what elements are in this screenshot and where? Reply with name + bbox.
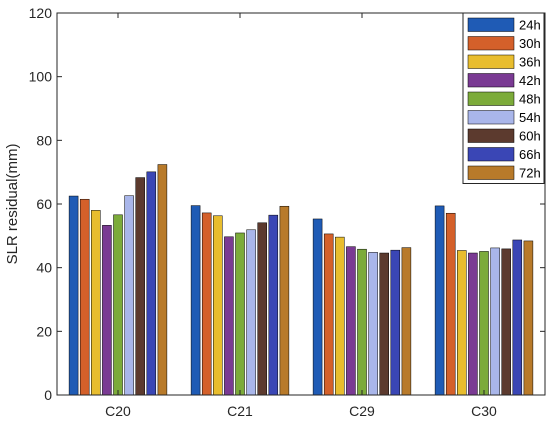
bar-C29-54h bbox=[368, 252, 378, 396]
y-axis-title: SLR residual(mm) bbox=[4, 144, 21, 265]
bar-C20-72h bbox=[157, 164, 168, 396]
x-tick-label: C21 bbox=[227, 403, 253, 419]
bar-C29-36h bbox=[335, 236, 345, 396]
y-tick-label: 60 bbox=[36, 196, 52, 212]
bar-C21-30h bbox=[201, 212, 212, 396]
bar-C30-48h bbox=[479, 251, 489, 396]
bar-C29-72h bbox=[401, 247, 412, 396]
bar-C21-54h bbox=[246, 229, 256, 396]
bar-C30-42h bbox=[468, 252, 478, 396]
legend: 24h 30h 36h 42h 48h 54h 60h 66h 72h bbox=[462, 12, 545, 184]
legend-label-30h: 30h bbox=[519, 36, 541, 51]
bar-C30-60h bbox=[501, 248, 511, 396]
legend-label-24h: 24h bbox=[519, 18, 541, 33]
legend-swatch-36h bbox=[467, 54, 515, 69]
bar-C21-66h bbox=[268, 214, 279, 396]
bar-C20-48h bbox=[113, 214, 123, 396]
y-tick-label: 40 bbox=[36, 260, 52, 276]
bar-C30-24h bbox=[434, 205, 445, 396]
bar-C21-24h bbox=[190, 205, 201, 396]
bar-C20-24h bbox=[68, 195, 79, 396]
legend-label-36h: 36h bbox=[519, 55, 541, 70]
legend-swatch-60h bbox=[467, 128, 515, 143]
bar-C20-30h bbox=[79, 198, 90, 396]
legend-swatch-24h bbox=[467, 17, 515, 32]
bar-C30-30h bbox=[445, 212, 456, 396]
legend-swatch-42h bbox=[467, 73, 515, 88]
x-tick-label: C29 bbox=[349, 403, 375, 419]
legend-swatch-30h bbox=[467, 36, 515, 51]
bar-C29-60h bbox=[379, 252, 389, 396]
bar-C21-42h bbox=[224, 236, 234, 396]
bar-C20-66h bbox=[146, 171, 157, 396]
legend-swatch-66h bbox=[467, 147, 515, 162]
bar-C21-48h bbox=[235, 232, 245, 396]
bar-C29-30h bbox=[323, 233, 334, 396]
legend-swatch-48h bbox=[467, 91, 515, 106]
bar-C20-36h bbox=[91, 210, 101, 396]
legend-label-66h: 66h bbox=[519, 147, 541, 162]
bar-C20-42h bbox=[102, 225, 112, 396]
bar-C20-60h bbox=[135, 177, 145, 396]
x-tick-label: C30 bbox=[471, 403, 497, 419]
bar-C29-66h bbox=[390, 249, 401, 396]
legend-label-54h: 54h bbox=[519, 110, 541, 125]
bar-C29-24h bbox=[312, 218, 323, 396]
legend-label-72h: 72h bbox=[519, 166, 541, 181]
bar-C30-66h bbox=[512, 239, 523, 396]
y-tick-label: 120 bbox=[29, 5, 53, 21]
bar-C21-72h bbox=[279, 205, 290, 396]
legend-label-42h: 42h bbox=[519, 73, 541, 88]
bar-C30-36h bbox=[457, 250, 467, 396]
legend-label-48h: 48h bbox=[519, 92, 541, 107]
y-tick-label: 20 bbox=[36, 323, 52, 339]
bar-C21-60h bbox=[257, 222, 267, 396]
x-tick-label: C20 bbox=[105, 403, 131, 419]
legend-swatch-54h bbox=[467, 110, 515, 125]
legend-swatch-72h bbox=[467, 165, 515, 180]
y-tick-label: 80 bbox=[36, 132, 52, 148]
legend-label-60h: 60h bbox=[519, 129, 541, 144]
bar-C30-72h bbox=[523, 240, 534, 396]
bar-C20-54h bbox=[124, 195, 134, 396]
y-tick-label: 100 bbox=[29, 69, 53, 85]
y-tick-label: 0 bbox=[44, 387, 52, 403]
bar-C21-36h bbox=[213, 215, 223, 396]
bar-C29-42h bbox=[346, 246, 356, 396]
bar-C29-48h bbox=[357, 248, 367, 396]
bar-C30-54h bbox=[490, 247, 500, 396]
ticks-layer: 0 20 40 60 80 100 120 C20 C21 C29 C30 bbox=[29, 5, 545, 419]
